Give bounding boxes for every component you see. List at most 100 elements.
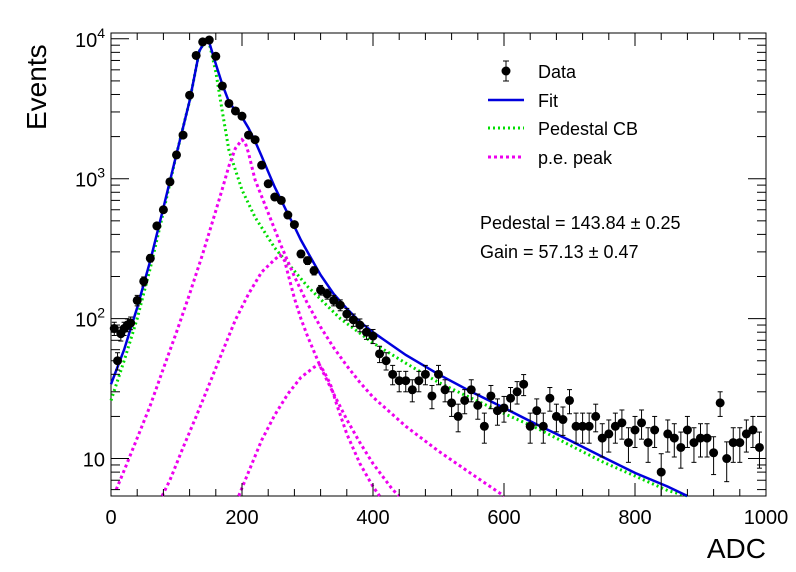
data-point: [355, 320, 365, 330]
data-point: [217, 81, 227, 91]
data-point: [145, 253, 155, 263]
x-tick-label: 600: [487, 507, 520, 529]
data-point: [329, 295, 339, 305]
data-point: [689, 438, 699, 448]
data-point: [178, 130, 188, 140]
data-point: [401, 376, 411, 386]
data-point: [748, 425, 758, 435]
data-point: [754, 442, 764, 452]
data-point: [499, 403, 509, 413]
y-tick-label: 102: [75, 305, 105, 332]
data-point: [591, 411, 601, 421]
curves-layer: [109, 38, 688, 498]
data-point: [348, 315, 358, 325]
x-tick-label: 800: [618, 507, 651, 529]
data-point: [682, 425, 692, 435]
data-point: [512, 387, 522, 397]
data-point: [643, 438, 653, 448]
data-point: [361, 327, 371, 337]
data-point: [204, 35, 214, 45]
legend: Data Fit Pedestal CB p.e. peak: [488, 60, 638, 168]
legend-label: Pedestal CB: [538, 119, 638, 139]
data-point: [722, 454, 732, 464]
legend-label: Data: [538, 62, 577, 82]
data-point: [191, 50, 201, 60]
legend-label: Fit: [538, 91, 558, 111]
legend-item-fit: Fit: [488, 91, 558, 111]
legend-item-pedestal-cb: Pedestal CB: [488, 119, 638, 139]
data-point: [165, 177, 175, 187]
data-point: [637, 418, 647, 428]
data-point: [650, 425, 660, 435]
data-point: [473, 400, 483, 410]
data-point: [126, 318, 136, 328]
data-point: [525, 421, 535, 431]
data-point: [669, 433, 679, 443]
data-point: [296, 249, 306, 259]
data-point: [375, 349, 385, 359]
data-point: [466, 385, 476, 395]
data-point: [244, 130, 254, 140]
data-point: [414, 376, 424, 386]
data-point: [604, 429, 614, 439]
x-tick-label: 200: [225, 507, 258, 529]
data-point: [309, 266, 319, 276]
data-point: [453, 411, 463, 421]
x-axis-title: ADC: [707, 533, 766, 564]
data-point: [250, 135, 260, 145]
data-point: [394, 376, 404, 386]
y-tick-label: 103: [75, 165, 105, 192]
data-point: [709, 448, 719, 458]
y-axis-title: Events: [21, 44, 52, 130]
data-point: [224, 98, 234, 108]
data-point: [211, 51, 221, 61]
data-point: [617, 418, 627, 428]
data-point: [152, 221, 162, 231]
data-point: [237, 111, 247, 121]
data-point: [663, 429, 673, 439]
data-point: [486, 391, 496, 401]
data-point: [565, 395, 574, 405]
x-tick-label: 0: [105, 507, 116, 529]
data-point: [696, 433, 705, 443]
data-point: [289, 220, 299, 230]
pedestal-annotation: Pedestal = 143.84 ± 0.25: [480, 213, 681, 233]
data-point: [623, 438, 633, 448]
y-tick-label: 104: [75, 25, 105, 52]
series-line-p-e-peak-1: [114, 137, 505, 498]
legend-marker: [501, 66, 511, 76]
data-point: [230, 106, 240, 116]
data-point: [447, 398, 457, 408]
data-point: [303, 256, 312, 266]
data-point: [532, 406, 542, 416]
series-line-p-e-peak-3: [237, 362, 381, 497]
plot-frame: [110, 32, 767, 497]
data-point: [109, 324, 119, 334]
data-point: [519, 379, 529, 389]
data-point: [407, 385, 417, 395]
gain-annotation: Gain = 57.13 ± 0.47: [480, 242, 639, 262]
data-point: [342, 309, 352, 319]
series-line-p-e-peak-2: [160, 252, 401, 498]
data-point: [741, 429, 751, 439]
data-point: [578, 421, 588, 431]
data-point: [434, 369, 443, 379]
data-point: [571, 421, 581, 431]
data-point: [545, 393, 555, 403]
data-point: [283, 210, 293, 220]
legend-item-data: Data: [501, 60, 577, 82]
data-point: [335, 300, 345, 310]
data-point: [388, 369, 398, 379]
data-point: [440, 385, 450, 395]
x-tick-label: 400: [356, 507, 389, 529]
axes-layer: 0 200 400 600 800 1000 10 102 103 104: [75, 25, 788, 529]
data-point: [420, 369, 430, 379]
data-point: [558, 415, 568, 425]
data-point: [257, 160, 267, 170]
data-point: [715, 398, 725, 408]
data-point: [656, 467, 666, 477]
series-line-fit: [109, 38, 688, 498]
legend-item-p-e-peak: p.e. peak: [488, 148, 613, 168]
x-tick-label: 1000: [744, 507, 789, 529]
